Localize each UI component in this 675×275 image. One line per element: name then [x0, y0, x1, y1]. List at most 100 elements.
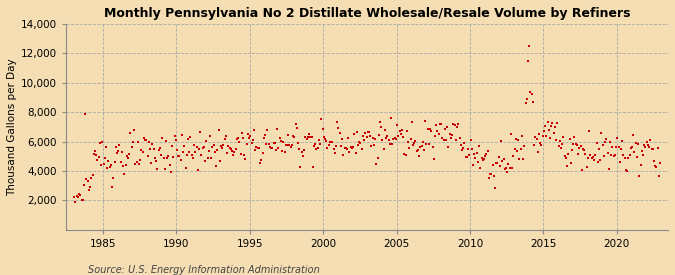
Point	[503, 162, 514, 166]
Point	[614, 160, 625, 164]
Point	[261, 142, 271, 147]
Point	[319, 135, 329, 139]
Point	[301, 136, 312, 141]
Point	[72, 193, 82, 198]
Point	[147, 141, 158, 146]
Point	[103, 159, 114, 163]
Point	[512, 148, 522, 153]
Point	[488, 173, 499, 178]
Point	[358, 134, 369, 139]
Point	[439, 126, 450, 131]
Point	[350, 150, 361, 155]
Point	[387, 142, 398, 146]
Point	[576, 168, 587, 172]
Point	[589, 158, 599, 162]
Point	[180, 165, 191, 170]
Point	[599, 139, 610, 144]
Point	[556, 145, 566, 150]
Point	[641, 140, 652, 144]
Point	[190, 149, 200, 154]
Point	[438, 138, 449, 142]
Point	[622, 169, 632, 174]
Point	[155, 145, 165, 150]
Point	[406, 119, 417, 124]
Point	[211, 164, 221, 168]
Point	[415, 144, 426, 149]
Point	[470, 156, 481, 160]
Point	[221, 134, 232, 138]
Point	[535, 141, 545, 145]
Point	[283, 133, 294, 138]
Point	[624, 153, 635, 158]
Point	[370, 137, 381, 141]
Point	[520, 101, 531, 106]
Point	[409, 141, 420, 145]
Point	[526, 92, 537, 97]
Point	[590, 153, 601, 157]
Point	[241, 142, 252, 146]
Point	[298, 153, 308, 158]
Point	[209, 149, 220, 154]
Point	[348, 144, 358, 149]
Point	[115, 160, 126, 164]
Point	[209, 143, 219, 147]
Point	[534, 132, 545, 136]
Point	[367, 136, 378, 140]
Point	[300, 134, 310, 139]
Point	[196, 153, 207, 158]
Point	[250, 148, 261, 152]
Point	[472, 160, 483, 165]
Point	[78, 197, 88, 202]
Point	[587, 155, 598, 160]
Point	[618, 153, 629, 157]
Point	[319, 137, 330, 141]
Point	[97, 140, 108, 145]
Point	[412, 148, 423, 152]
Point	[146, 161, 157, 166]
Point	[244, 136, 254, 140]
Point	[452, 124, 462, 129]
Point	[111, 145, 122, 149]
Point	[593, 146, 604, 151]
Point	[501, 166, 512, 170]
Point	[383, 138, 394, 142]
Point	[275, 139, 286, 143]
Point	[161, 139, 171, 144]
Y-axis label: Thousand Gallons per Day: Thousand Gallons per Day	[7, 58, 17, 196]
Point	[527, 100, 538, 104]
Point	[591, 141, 602, 145]
Point	[548, 131, 559, 135]
Point	[248, 128, 259, 132]
Point	[391, 136, 402, 141]
Point	[156, 153, 167, 158]
Point	[70, 199, 81, 204]
Point	[126, 145, 137, 149]
Point	[530, 135, 541, 139]
Point	[148, 147, 159, 151]
Point	[327, 140, 338, 144]
Point	[109, 160, 120, 164]
Point	[215, 159, 225, 163]
Point	[120, 163, 131, 167]
Point	[361, 134, 372, 139]
Point	[364, 130, 375, 134]
Point	[414, 154, 425, 158]
Point	[593, 160, 603, 164]
Point	[192, 168, 203, 172]
Point	[462, 154, 472, 159]
Point	[605, 153, 616, 157]
Point	[354, 140, 364, 144]
Point	[378, 147, 389, 151]
Point	[101, 145, 111, 150]
Point	[403, 140, 414, 144]
Point	[536, 142, 547, 147]
Point	[549, 125, 560, 129]
Point	[425, 126, 435, 131]
Point	[521, 97, 532, 101]
Point	[74, 191, 84, 196]
Point	[119, 171, 130, 176]
Point	[75, 193, 86, 197]
Point	[91, 153, 102, 157]
Point	[117, 163, 128, 168]
Point	[305, 135, 316, 139]
